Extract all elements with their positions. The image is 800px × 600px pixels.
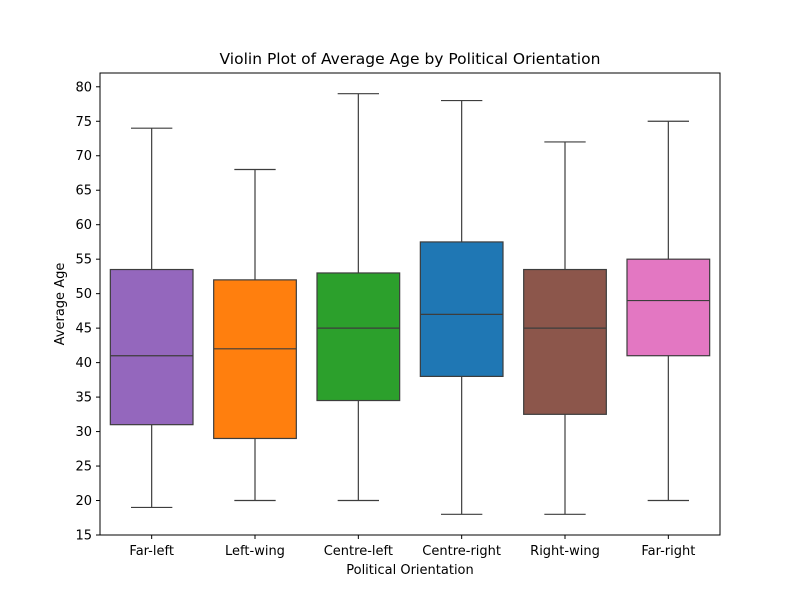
boxes-layer <box>109 93 711 515</box>
box-group <box>523 141 607 515</box>
y-tick-label: 75 <box>75 115 92 130</box>
y-tick-label: 20 <box>75 494 92 509</box>
box-group <box>626 120 711 502</box>
box-group <box>109 127 194 509</box>
box <box>109 268 194 426</box>
x-tick-label: Far-right <box>641 544 695 559</box>
y-tick-label: 60 <box>75 218 92 233</box>
box-group <box>213 168 297 502</box>
y-tick-label: 70 <box>75 149 92 164</box>
x-tick-label: Far-left <box>129 544 174 559</box>
x-axis-label: Political Orientation <box>346 563 474 578</box>
y-tick-label: 35 <box>75 391 92 406</box>
x-tick-label: Right-wing <box>530 544 600 559</box>
y-axis: 15 20 25 30 35 40 45 50 55 60 65 70 75 80 <box>75 80 100 544</box>
box <box>523 268 607 415</box>
y-tick-label: 50 <box>75 287 92 302</box>
y-tick-label: 80 <box>75 80 92 95</box>
x-tick-label: Left-wing <box>225 544 285 559</box>
y-tick-label: 65 <box>75 184 92 199</box>
y-tick-label: 55 <box>75 253 92 268</box>
y-axis-label: Average Age <box>53 263 68 346</box>
x-tick-label: Centre-left <box>324 544 393 559</box>
chart-title: Violin Plot of Average Age by Political … <box>220 50 601 68</box>
box <box>626 258 711 357</box>
y-tick-label: 45 <box>75 322 92 337</box>
box <box>213 279 297 440</box>
box-group <box>316 93 401 502</box>
x-tick-label: Centre-right <box>422 544 501 559</box>
plot-frame <box>99 72 721 536</box>
y-tick-label: 15 <box>75 529 92 544</box>
box <box>316 272 401 402</box>
y-tick-label: 30 <box>75 425 92 440</box>
y-tick-label: 25 <box>75 460 92 475</box>
y-tick-label: 40 <box>75 356 92 371</box>
box <box>419 241 504 378</box>
x-axis: Far-left Left-wing Centre-left Centre-right… <box>129 535 695 559</box>
box-group <box>419 99 504 515</box>
